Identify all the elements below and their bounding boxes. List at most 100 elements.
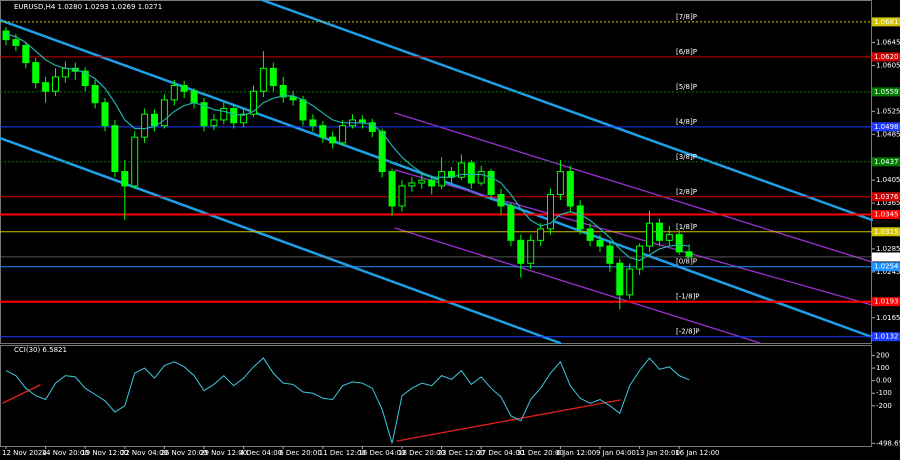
level-axis-label: 1.0254 xyxy=(874,263,899,271)
candle-body xyxy=(240,113,248,124)
level-axis-label: 1.0620 xyxy=(874,53,899,61)
candle-body xyxy=(685,251,693,258)
x-tick-label: 22 Nov 04:00 xyxy=(121,449,168,457)
level-name: [4/8]P xyxy=(676,118,697,126)
candle-body xyxy=(566,171,574,207)
candle-body xyxy=(289,96,297,101)
x-tick-label: 9 Jan 04:00 xyxy=(596,449,636,457)
candle-body xyxy=(250,90,257,115)
indicator-title: CCI(30) 6.5821 xyxy=(14,346,67,354)
level-name: [1/8]P xyxy=(676,223,697,231)
axis-label-box xyxy=(872,210,900,220)
sr-axis-label: 1.0345 xyxy=(874,211,899,219)
level-axis-label: 1.0559 xyxy=(874,88,899,96)
axis-label-box xyxy=(872,192,900,202)
candle-body xyxy=(675,234,683,253)
level-axis-label: 1.0376 xyxy=(874,193,899,201)
candle-body xyxy=(91,85,99,104)
y-tick-label: 1.0285 xyxy=(876,245,900,253)
channel-line xyxy=(394,112,873,263)
y-tick-label: 200 xyxy=(876,352,889,360)
x-tick-label: 4 Dec 04:00 xyxy=(240,449,283,457)
y-tick-label: 100 xyxy=(876,364,889,372)
candle-body xyxy=(616,262,624,296)
axis-label-box xyxy=(872,157,900,167)
candle-body xyxy=(210,119,218,127)
candle-body xyxy=(408,182,416,187)
candle-body xyxy=(190,90,198,104)
candle-body xyxy=(487,171,495,195)
y-tick-label: 1.0245 xyxy=(876,268,900,276)
candle-body xyxy=(141,113,149,138)
x-tick-label: 13 Jan 20:00 xyxy=(636,449,680,457)
chart-title: EURUSD,H4 1.0280 1.0293 1.0269 1.0271 xyxy=(14,3,162,11)
candle-body xyxy=(309,119,317,127)
candle-body xyxy=(230,107,238,124)
x-tick-label: 6 Jan 12:00 xyxy=(556,449,596,457)
candle-body xyxy=(131,136,139,187)
level-axis-label: 1.0193 xyxy=(874,298,899,306)
x-tick-label: 16 Dec 04:00 xyxy=(358,449,405,457)
x-tick-label: 23 Dec 12:00 xyxy=(438,449,485,457)
channel-line xyxy=(0,136,562,345)
candle-body xyxy=(497,193,505,207)
candle-body xyxy=(111,125,119,173)
axis-label-box xyxy=(872,87,900,97)
candle-body xyxy=(220,107,228,121)
level-name: [-1/8]P xyxy=(676,293,699,301)
divergence-line xyxy=(2,384,41,404)
level-name: [2/8]P xyxy=(676,188,697,196)
axis-label-box xyxy=(872,252,900,262)
candle-body xyxy=(556,171,564,195)
candle-body xyxy=(547,193,554,230)
x-tick-label: 18 Dec 20:00 xyxy=(398,449,445,457)
candle-body xyxy=(586,228,594,241)
channel-line xyxy=(260,0,874,222)
last-price-label: 1.0271 xyxy=(874,253,899,261)
candle-body xyxy=(517,239,525,264)
candle-body xyxy=(32,62,40,84)
y-tick-label: 0.00 xyxy=(876,377,892,385)
level-axis-label: 1.0132 xyxy=(874,333,899,341)
y-tick-label: 1.0485 xyxy=(876,130,900,138)
axis-label-box xyxy=(872,262,900,272)
axis-label-box xyxy=(872,227,900,237)
y-tick-label: 1.0365 xyxy=(876,199,900,207)
level-axis-label: 1.0437 xyxy=(874,158,899,166)
candle-body xyxy=(22,44,30,64)
x-tick-label: 26 Nov 20:00 xyxy=(160,449,207,457)
candle-body xyxy=(428,179,436,187)
y-tick-label: 1.0165 xyxy=(876,314,900,322)
candle-body xyxy=(388,171,396,207)
x-tick-label: 27 Dec 04:00 xyxy=(477,449,524,457)
candle-body xyxy=(61,67,69,78)
candle-body xyxy=(665,234,673,241)
candle-body xyxy=(12,39,20,46)
x-tick-label: 14 Nov 20:00 xyxy=(42,449,89,457)
candle-body xyxy=(319,125,327,138)
divergence-line xyxy=(396,399,621,442)
x-tick-label: 11 Dec 12:00 xyxy=(319,449,366,457)
candle-body xyxy=(378,130,386,173)
y-tick-label: -200 xyxy=(876,402,892,410)
candle-body xyxy=(101,102,109,127)
candle-body xyxy=(299,99,307,121)
candle-body xyxy=(81,70,89,87)
level-axis-label: 1.0315 xyxy=(874,228,899,236)
axis-label-box xyxy=(872,332,900,342)
y-tick-label: 1.0405 xyxy=(876,176,900,184)
candle-body xyxy=(329,136,337,144)
axis-label-box xyxy=(872,297,900,307)
candle-body xyxy=(626,268,634,296)
x-tick-label: 19 Nov 12:00 xyxy=(81,449,128,457)
candle-body xyxy=(606,245,614,264)
x-tick-label: 6 Dec 20:00 xyxy=(279,449,322,457)
candle-body xyxy=(52,76,59,92)
level-name: [3/8]P xyxy=(676,153,697,161)
candle-body xyxy=(537,228,545,241)
candle-body xyxy=(339,125,347,144)
candle-body xyxy=(170,85,178,101)
